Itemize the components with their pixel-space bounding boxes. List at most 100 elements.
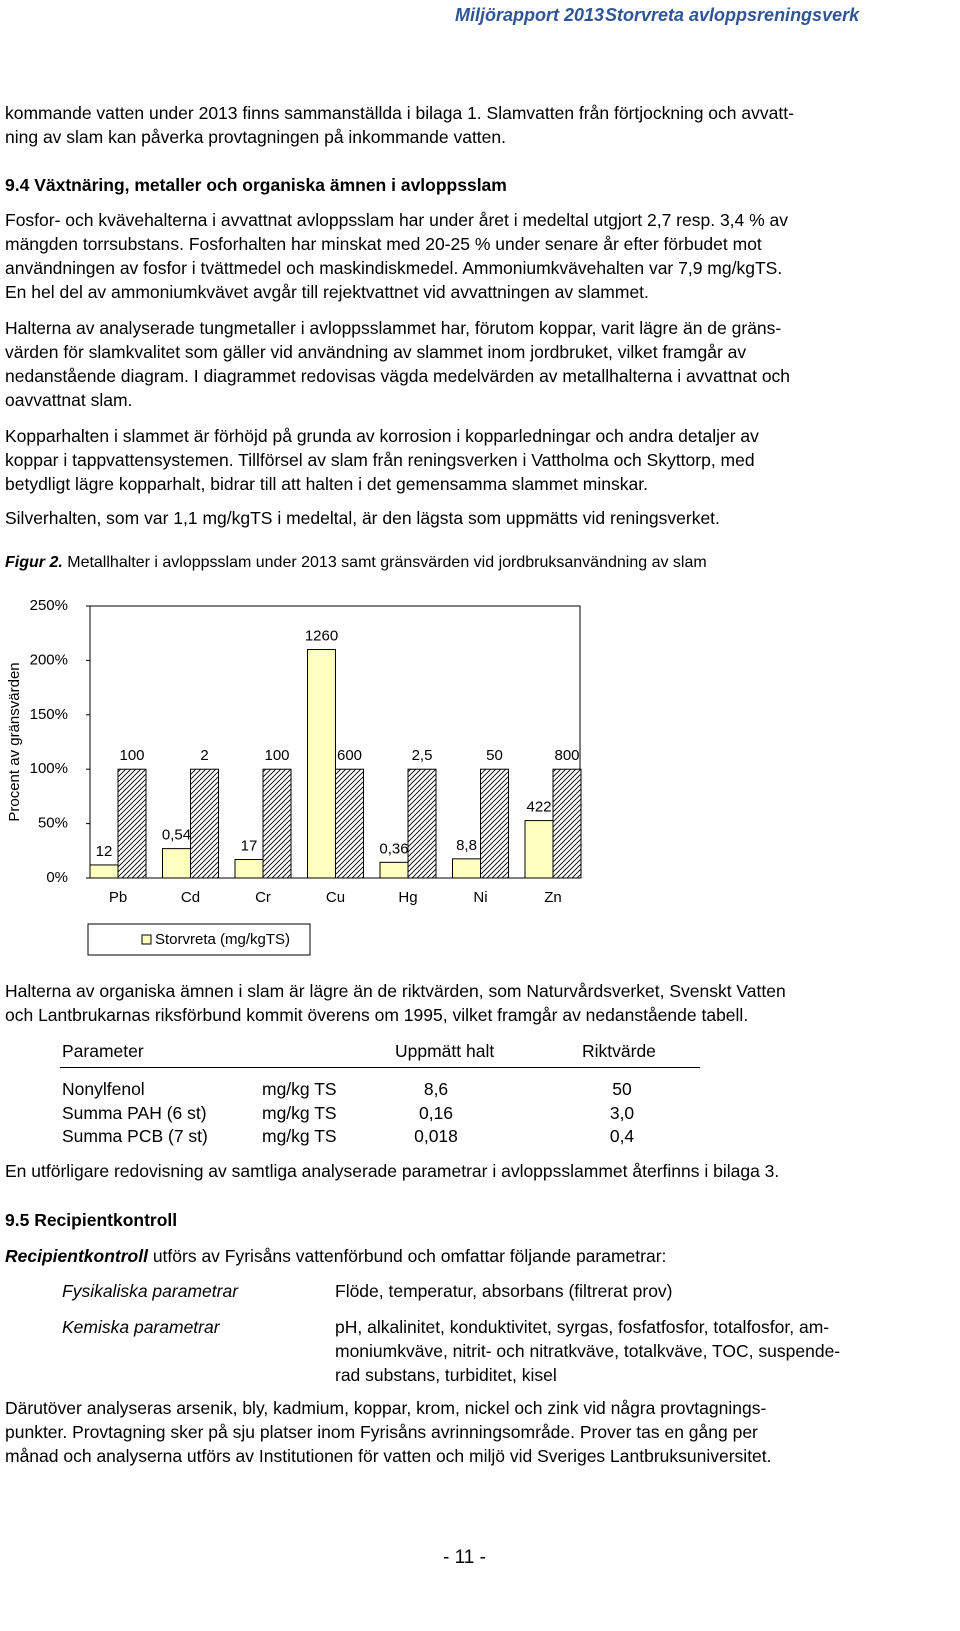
caption-text: Metallhalter i avloppsslam under 2013 sa… [67, 554, 707, 571]
text-line: användningen av fosfor i tvättmedel och … [5, 258, 783, 278]
y-tick-label: 150% [30, 706, 68, 723]
bar [524, 820, 554, 879]
table-header: Uppmätt halt [395, 1041, 495, 1061]
data-label: 600 [337, 747, 362, 764]
text-line: kommande vatten under 2013 finns sammans… [5, 103, 794, 123]
table-header: Parameter [62, 1041, 144, 1061]
x-tick-label: Cd [181, 889, 200, 906]
header-left: Miljörapport 2013 [455, 5, 605, 25]
bar [307, 649, 336, 879]
data-label: 100 [264, 747, 289, 764]
paragraph-text: utförs av Fyrisåns vattenförbund och omf… [152, 1246, 667, 1266]
data-label: 0,54 [162, 827, 191, 844]
paragraph: Recipientkontroll utförs av Fyrisåns vat… [5, 1244, 666, 1268]
text-line: Därutöver analyseras arsenik, bly, kadmi… [5, 1398, 767, 1418]
text-line: Flöde, temperatur, absorbans (filtrerat … [335, 1281, 673, 1301]
text-line: Halterna av analyserade tungmetaller i a… [5, 318, 782, 338]
table-cell: 0,4 [609, 1126, 635, 1146]
data-label: 2,5 [412, 747, 433, 764]
legend-swatch [141, 934, 152, 945]
bar [407, 768, 437, 879]
text-line: Kopparhalten i slammet är förhöjd på gru… [5, 426, 759, 446]
bar [335, 768, 364, 879]
text-line: värden för slamkvalitet som gäller vid a… [5, 342, 747, 362]
text-line: Fosfor- och kvävehalterna i avvattnat av… [5, 210, 789, 230]
table-rule [60, 1067, 700, 1068]
heading: 9.4 Växtnäring, metaller och organiska ä… [5, 175, 507, 195]
legend-box [87, 923, 311, 956]
data-label: 12 [96, 843, 113, 860]
figure-caption: Figur 2. Metallhalter i avloppsslam unde… [5, 551, 707, 575]
y-tick-label: 250% [30, 597, 68, 614]
x-tick-label: Ni [473, 889, 487, 906]
x-tick-label: Cu [326, 889, 345, 906]
table-header: Riktvärde [582, 1041, 656, 1061]
table-cell: mg/kg TS [262, 1126, 337, 1146]
data-label: 17 [241, 837, 258, 854]
data-label: 50 [486, 747, 503, 764]
text-line: En utförligare redovisning av samtliga a… [5, 1161, 780, 1181]
figure-label: Figur 2. [5, 554, 63, 571]
bar [552, 768, 582, 879]
text-line: månad och analyserna utförs av Instituti… [5, 1446, 772, 1466]
text-line: betydligt lägre kopparhalt, bidrar till … [5, 474, 648, 494]
y-tick-label: 0% [46, 869, 68, 886]
data-label: 0,36 [379, 840, 408, 857]
parameter-group: Fysikaliska parametrar [62, 1281, 239, 1301]
bar [262, 768, 292, 879]
y-tick-label: 100% [30, 760, 68, 777]
x-tick-label: Zn [544, 889, 562, 906]
parameter-group: Kemiska parametrar [62, 1317, 220, 1337]
y-tick-label: 50% [38, 815, 68, 832]
text-line: moniumkväve, nitrit- och nitratkväve, to… [335, 1341, 841, 1361]
data-label: 1260 [305, 627, 338, 644]
table-cell: Summa PCB (7 st) [62, 1126, 208, 1146]
table-cell: Summa PAH (6 st) [62, 1102, 207, 1123]
text-line: koppar i tappvattensystemen. Tillförsel … [5, 450, 755, 470]
text-line: mängden torrsubstans. Fosforhalten har m… [5, 234, 762, 254]
data-label: 800 [554, 747, 579, 764]
x-tick-label: Cr [255, 889, 271, 906]
bar [117, 768, 147, 879]
table-cell: 3,0 [609, 1102, 635, 1123]
lead-term: Recipientkontroll [5, 1246, 148, 1266]
table-cell: 50 [612, 1079, 632, 1099]
y-axis-title: Procent av gränsvärden [6, 662, 23, 821]
bar [480, 768, 509, 879]
data-label: 2 [200, 747, 208, 764]
bar [452, 858, 481, 879]
data-label: 8,8 [456, 837, 477, 854]
table-cell: Nonylfenol [62, 1079, 145, 1099]
table-cell: mg/kg TS [262, 1079, 337, 1099]
page-number: - 11 - [443, 1547, 486, 1568]
legend-label: Storvreta (mg/kgTS) [155, 931, 290, 948]
x-tick-label: Hg [398, 889, 417, 906]
text-line: rad substans, turbiditet, kisel [335, 1365, 557, 1385]
text-line: oavvattnat slam. [5, 390, 133, 410]
text-line: punkter. Provtagning sker på sju platser… [5, 1422, 758, 1442]
text-line: pH, alkalinitet, konduktivitet, syrgas, … [335, 1317, 830, 1337]
table-cell: 0,16 [418, 1102, 454, 1123]
data-label: 100 [119, 747, 144, 764]
text-line: En hel del av ammoniumkvävet avgår till … [5, 282, 649, 302]
text-line: ning av slam kan påverka provtagningen p… [5, 127, 506, 147]
text-line: Halterna av organiska ämnen i slam är lä… [5, 981, 786, 1001]
heading: 9.5 Recipientkontroll [5, 1210, 178, 1230]
bar [234, 859, 264, 879]
bar [379, 861, 409, 879]
bar [190, 768, 219, 879]
header-right: Storvreta avloppsreningsverk [605, 5, 860, 25]
data-label: 422 [526, 799, 551, 816]
table-cell: mg/kg TS [262, 1102, 337, 1123]
x-tick-label: Pb [109, 889, 127, 906]
table-cell: 0,018 [414, 1126, 458, 1146]
text-line: nedanstående diagram. I diagrammet redov… [5, 366, 791, 386]
text-line: och Lantbrukarnas riksförbund kommit öve… [5, 1005, 749, 1025]
bar [89, 864, 119, 879]
y-tick-label: 200% [30, 651, 68, 668]
bar [162, 848, 191, 879]
table-cell: 8,6 [423, 1079, 449, 1099]
